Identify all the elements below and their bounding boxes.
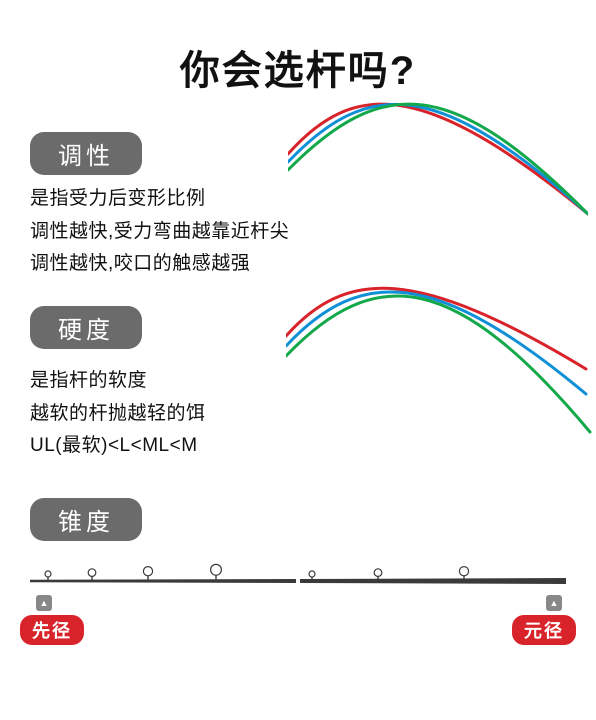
page-title: 你会选杆吗? [30, 38, 566, 96]
rod-diagram [30, 559, 566, 609]
section-tone: 调性 是指受力后变形比例 调性越快,受力弯曲越靠近杆尖 调性越快,咬口的触感越强 [30, 132, 566, 282]
butt-diameter-tag: 元径 [512, 615, 576, 645]
hardness-badge: 硬度 [30, 306, 142, 349]
tip-diameter-tag: 先径 [20, 615, 84, 645]
tone-line: 调性越快,咬口的触感越强 [30, 248, 566, 281]
arrow-up-right-icon [546, 595, 562, 611]
tone-badge: 调性 [30, 132, 142, 175]
infographic-page: 你会选杆吗? 调性 是指受力后变形比例 调性越快,受力弯曲越靠近杆尖 调性越快,… [0, 0, 596, 720]
tone-chart [288, 96, 588, 226]
section-hardness: 硬度 是指杆的软度 越软的杆抛越轻的饵 UL(最软)<L<ML<M [30, 306, 566, 474]
section-taper: 锥度 先径 元径 [30, 498, 566, 645]
arrow-up-left-icon [36, 595, 52, 611]
hardness-line: UL(最软)<L<ML<M [30, 430, 566, 463]
hardness-chart [286, 284, 592, 434]
taper-badge: 锥度 [30, 498, 142, 541]
